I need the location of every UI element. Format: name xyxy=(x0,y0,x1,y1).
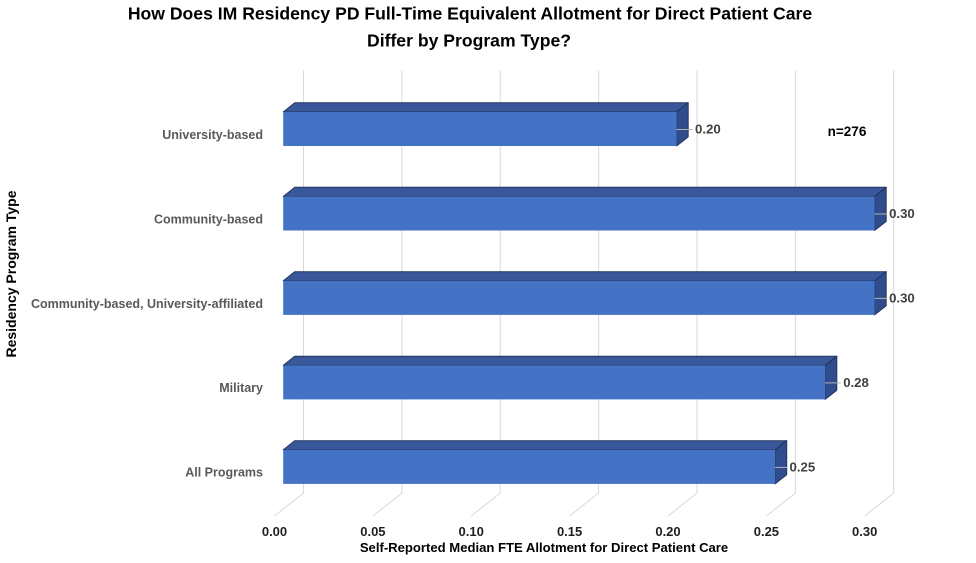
svg-text:Self-Reported Median FTE Allot: Self-Reported Median FTE Allotment for D… xyxy=(360,540,728,555)
svg-text:University-based: University-based xyxy=(162,128,263,142)
svg-text:0.20: 0.20 xyxy=(655,524,680,539)
svg-text:0.25: 0.25 xyxy=(790,459,816,474)
svg-text:0.25: 0.25 xyxy=(754,524,779,539)
svg-text:0.05: 0.05 xyxy=(360,524,385,539)
svg-text:0.30: 0.30 xyxy=(889,206,915,221)
svg-text:0.30: 0.30 xyxy=(889,290,915,305)
svg-text:All Programs: All Programs xyxy=(185,466,263,480)
svg-text:Community-based, University-af: Community-based, University-affiliated xyxy=(31,297,263,311)
svg-text:0.15: 0.15 xyxy=(557,524,582,539)
svg-text:Differ by Program Type?: Differ by Program Type? xyxy=(367,30,571,50)
svg-text:0.20: 0.20 xyxy=(695,122,721,137)
svg-text:Military: Military xyxy=(219,381,263,395)
svg-text:0.30: 0.30 xyxy=(852,524,877,539)
svg-text:0.00: 0.00 xyxy=(262,524,287,539)
svg-text:0.10: 0.10 xyxy=(459,524,484,539)
svg-text:How Does IM Residency PD Full-: How Does IM Residency PD Full-Time Equiv… xyxy=(128,4,813,24)
svg-text:Community-based: Community-based xyxy=(154,212,263,226)
svg-text:0.28: 0.28 xyxy=(843,375,869,390)
svg-text:Residency Program Type: Residency Program Type xyxy=(3,190,19,357)
svg-text:n=276: n=276 xyxy=(828,124,867,139)
